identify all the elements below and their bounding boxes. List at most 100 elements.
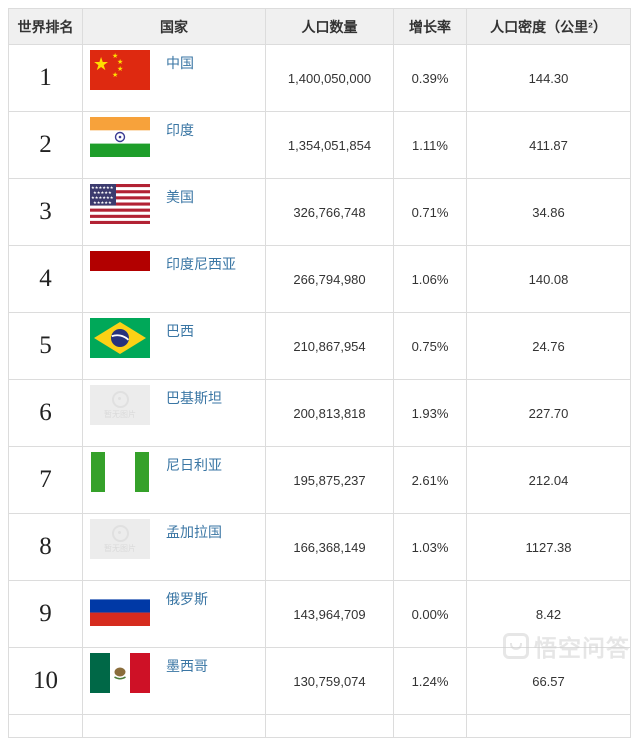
rank-cell: 1 — [8, 44, 83, 112]
country-link[interactable]: 印度尼西亚 — [166, 256, 236, 272]
population-cell: 326,766,748 — [265, 178, 394, 246]
rank-cell: 5 — [8, 312, 83, 380]
density-cell: 24.76 — [466, 312, 631, 380]
density-value: 34.86 — [532, 204, 565, 220]
country-link[interactable]: 中国 — [166, 55, 194, 71]
country-cell: 暂无图片 孟加拉国 — [82, 513, 266, 581]
rank-value: 8 — [39, 533, 52, 560]
svg-text:★: ★ — [93, 54, 109, 74]
country-cell: ★ ★ ★ ★ ★ 中国 — [82, 44, 266, 112]
svg-text:★★★★★★: ★★★★★★ — [91, 185, 114, 190]
header-population: 人口数量 — [265, 8, 394, 45]
growth-value: 1.06% — [411, 271, 449, 287]
rank-value: 2 — [39, 131, 52, 158]
russia-flag-icon — [90, 586, 150, 626]
rank-value: 4 — [39, 265, 52, 292]
population-cell: 1,354,051,854 — [265, 111, 394, 179]
rank-cell: 3 — [8, 178, 83, 246]
growth-value: 2.61% — [411, 472, 449, 488]
population-cell: 1,400,050,000 — [265, 44, 394, 112]
india-flag-icon — [90, 117, 150, 157]
rank-value: 7 — [39, 466, 52, 493]
country-link[interactable]: 孟加拉国 — [166, 524, 222, 540]
table-row: 9 俄罗斯 143,964,709 0.00% 8.42 — [8, 580, 631, 648]
rank-value: 6 — [39, 399, 52, 426]
rank-cell: 10 — [8, 647, 83, 715]
country-cell: ★★★★★★ ★★★★★ ★★★★★★ ★★★★★ 美国 — [82, 178, 266, 246]
rank-cell: 7 — [8, 446, 83, 514]
table-row: 7 尼日利亚 195,875,237 2.61% 212.04 — [8, 446, 631, 514]
population-cell: 200,813,818 — [265, 379, 394, 447]
density-value: 212.04 — [528, 472, 569, 488]
density-value: 1127.38 — [525, 539, 572, 555]
table-header: 世界排名 国家 人口数量 增长率 人口密度（公里²） — [8, 8, 631, 45]
rank-value: 1 — [39, 64, 52, 91]
density-value: 227.70 — [528, 405, 569, 421]
density-cell: 140.08 — [466, 245, 631, 313]
growth-value: 1.03% — [411, 539, 449, 555]
country-cell: 俄罗斯 — [82, 580, 266, 648]
table-body: 1 ★ ★ ★ ★ ★ 中国 1,400,050,000 0.39% 144.30 2 … — [8, 44, 631, 738]
growth-cell: 0.71% — [393, 178, 467, 246]
svg-text:★: ★ — [117, 58, 123, 66]
no-image-placeholder-icon: 暂无图片 — [90, 385, 150, 425]
growth-cell: 0.39% — [393, 44, 467, 112]
header-growth: 增长率 — [393, 8, 467, 45]
growth-value: 0.75% — [411, 338, 449, 354]
population-value: 130,759,074 — [293, 673, 366, 689]
population-value: 166,368,149 — [293, 539, 366, 555]
population-cell: 195,875,237 — [265, 446, 394, 514]
population-value: 210,867,954 — [293, 338, 366, 354]
density-value: 144.30 — [528, 70, 569, 86]
country-link[interactable]: 俄罗斯 — [166, 591, 208, 607]
country-cell: 暂无图片 巴基斯坦 — [82, 379, 266, 447]
country-link[interactable]: 美国 — [166, 189, 194, 205]
indonesia-flag-icon — [90, 251, 150, 291]
country-link[interactable]: 巴基斯坦 — [166, 390, 222, 406]
table-row: 5 巴西 210,867,954 0.75% 24.76 — [8, 312, 631, 380]
usa-flag-icon: ★★★★★★ ★★★★★ ★★★★★★ ★★★★★ — [90, 184, 150, 224]
country-link[interactable]: 巴西 — [166, 323, 194, 339]
rank-value: 10 — [33, 667, 58, 694]
svg-text:★: ★ — [117, 65, 123, 73]
density-cell: 34.86 — [466, 178, 631, 246]
population-cell: 266,794,980 — [265, 245, 394, 313]
mexico-flag-icon — [90, 653, 150, 693]
growth-value: 0.39% — [411, 70, 449, 86]
growth-value: 0.00% — [411, 606, 449, 622]
table-row: 6 暂无图片 巴基斯坦 200,813,818 1.93% 227.70 — [8, 379, 631, 447]
country-cell: 尼日利亚 — [82, 446, 266, 514]
header-row: 世界排名 国家 人口数量 增长率 人口密度（公里²） — [8, 8, 631, 45]
image-icon — [111, 391, 129, 408]
svg-text:★★★★★★: ★★★★★★ — [91, 195, 114, 200]
population-value: 195,875,237 — [293, 472, 366, 488]
table-row: 1 ★ ★ ★ ★ ★ 中国 1,400,050,000 0.39% 144.30 — [8, 44, 631, 112]
china-flag-icon: ★ ★ ★ ★ ★ — [90, 50, 150, 90]
density-cell: 144.30 — [466, 44, 631, 112]
population-cell: 130,759,074 — [265, 647, 394, 715]
svg-text:★: ★ — [112, 71, 118, 79]
growth-cell: 0.75% — [393, 312, 467, 380]
rank-cell: 9 — [8, 580, 83, 648]
population-value: 1,400,050,000 — [287, 70, 372, 86]
svg-text:★★★★★: ★★★★★ — [93, 190, 112, 195]
growth-cell: 1.93% — [393, 379, 467, 447]
population-value: 1,354,051,854 — [287, 137, 372, 153]
rank-cell: 4 — [8, 245, 83, 313]
rank-cell: 6 — [8, 379, 83, 447]
population-value: 266,794,980 — [293, 271, 366, 287]
header-density: 人口密度（公里²） — [466, 8, 631, 45]
country-link[interactable]: 印度 — [166, 122, 194, 138]
partial-row — [8, 714, 631, 738]
nigeria-flag-icon — [90, 452, 150, 492]
rank-value: 9 — [39, 600, 52, 627]
density-cell: 227.70 — [466, 379, 631, 447]
image-icon — [111, 525, 129, 542]
population-value: 200,813,818 — [293, 405, 366, 421]
country-link[interactable]: 尼日利亚 — [166, 457, 222, 473]
table-row: 8 暂无图片 孟加拉国 166,368,149 1.03% 1127.38 — [8, 513, 631, 581]
svg-text:★: ★ — [112, 52, 118, 60]
country-link[interactable]: 墨西哥 — [166, 658, 208, 674]
country-cell: 墨西哥 — [82, 647, 266, 715]
